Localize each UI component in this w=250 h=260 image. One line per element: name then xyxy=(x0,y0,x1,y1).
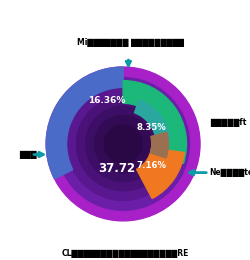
Wedge shape xyxy=(136,148,184,199)
Wedge shape xyxy=(150,132,168,158)
Text: Mi███████ █████████: Mi███████ █████████ xyxy=(77,38,184,47)
Circle shape xyxy=(94,115,152,173)
Circle shape xyxy=(57,77,190,210)
Text: Ne████te: Ne████te xyxy=(209,168,250,177)
Circle shape xyxy=(76,97,170,191)
Text: 8.35%: 8.35% xyxy=(137,123,167,132)
Text: 16.36%: 16.36% xyxy=(88,96,125,105)
Text: ███o: ███o xyxy=(19,150,42,159)
Circle shape xyxy=(46,67,200,221)
Text: █████ft: █████ft xyxy=(210,118,246,127)
Text: 37.72: 37.72 xyxy=(98,161,136,174)
Text: 7.16%: 7.16% xyxy=(137,161,167,170)
Wedge shape xyxy=(46,67,123,179)
Wedge shape xyxy=(134,100,170,141)
Circle shape xyxy=(86,106,161,182)
Wedge shape xyxy=(123,81,186,164)
Circle shape xyxy=(104,125,142,163)
Circle shape xyxy=(66,87,180,200)
Text: CL██████████████████RE: CL██████████████████RE xyxy=(61,249,189,258)
